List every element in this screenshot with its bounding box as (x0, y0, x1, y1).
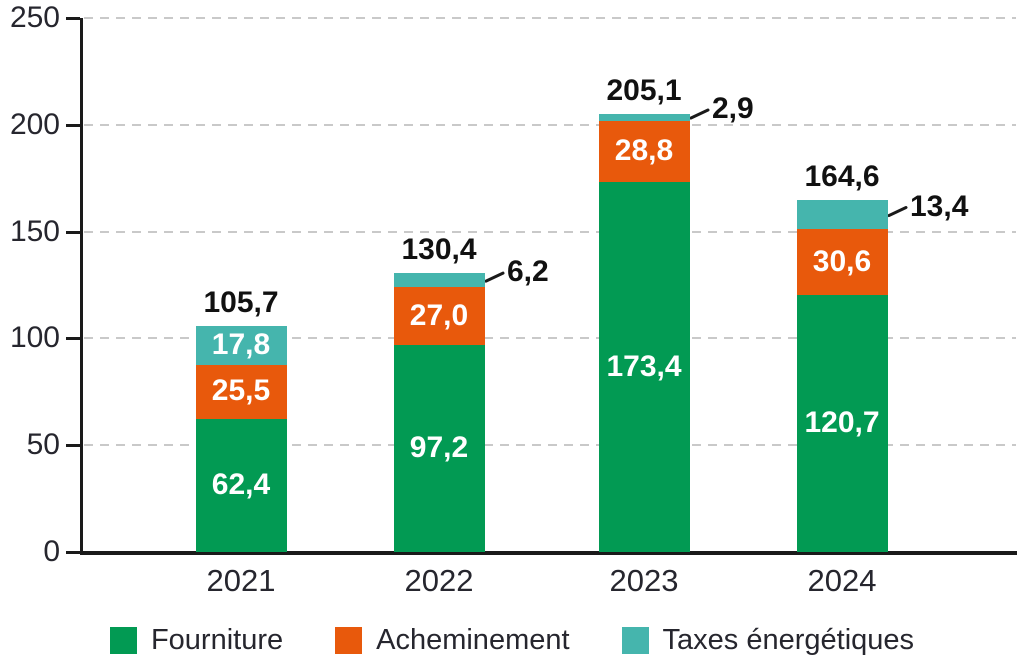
callout-value-label: 6,2 (507, 255, 549, 289)
total-label-2024: 164,6 (804, 160, 880, 194)
segment-taxes-nerg-tiques-2023 (599, 113, 690, 121)
legend-item-acheminement: Acheminement (335, 624, 570, 656)
leader-line (689, 108, 710, 120)
segment-acheminement-2022 (394, 286, 485, 345)
total-label-2021: 105,7 (203, 286, 279, 320)
x-tick-label-2024: 2024 (807, 563, 877, 598)
total-label-2022: 130,4 (401, 233, 477, 267)
segment-fourniture-2021 (196, 418, 287, 553)
gridline-150 (84, 230, 1016, 233)
segment-value-label: 120,7 (804, 406, 880, 440)
segment-value-label: 62,4 (211, 468, 271, 502)
legend-item-taxes-nerg-tiques: Taxes énergétiques (621, 624, 915, 656)
x-tick-label-2023: 2023 (609, 563, 679, 598)
legend-label: Acheminement (376, 624, 570, 656)
segment-acheminement-2021 (196, 364, 287, 420)
segment-value-label: 28,8 (614, 133, 674, 167)
x-tick-label-2022: 2022 (404, 563, 474, 598)
total-label-2023: 205,1 (606, 73, 682, 107)
segment-fourniture-2022 (394, 344, 485, 553)
segment-taxes-nerg-tiques-2024 (797, 200, 888, 230)
segment-fourniture-2024 (797, 294, 888, 553)
gridline-100 (84, 337, 1016, 340)
y-tick-mark-150 (66, 230, 80, 234)
segment-value-label: 25,5 (211, 374, 271, 408)
legend-item-fourniture: Fourniture (109, 624, 284, 656)
segment-taxes-nerg-tiques-2022 (394, 273, 485, 288)
segment-taxes-nerg-tiques-2021 (196, 326, 287, 365)
legend-swatch-icon (335, 627, 363, 654)
callout-value-label: 13,4 (910, 189, 969, 223)
leader-line (484, 271, 505, 283)
y-tick-label-0: 0 (43, 535, 60, 568)
legend: Fourniture Acheminement Taxes énergétiques (0, 626, 1024, 655)
segment-value-label: 30,6 (812, 244, 872, 278)
gridline-250 (84, 17, 1016, 19)
segment-acheminement-2023 (599, 120, 690, 183)
y-tick-mark-50 (66, 444, 80, 448)
legend-label: Taxes énergétiques (662, 624, 915, 656)
y-tick-label-250: 250 (9, 1, 60, 34)
y-tick-mark-250 (66, 17, 80, 20)
y-tick-label-150: 150 (9, 214, 60, 248)
legend-swatch-icon (109, 627, 137, 654)
y-tick-mark-0 (66, 551, 80, 554)
y-axis-line (80, 18, 83, 554)
legend-swatch-icon (621, 627, 649, 654)
x-tick-label-2021: 2021 (206, 563, 276, 598)
legend-label: Fourniture (150, 624, 284, 656)
y-tick-mark-100 (66, 337, 80, 341)
segment-value-label: 27,0 (409, 298, 469, 332)
y-tick-mark-200 (66, 123, 80, 127)
gridline-50 (84, 444, 1016, 447)
segment-value-label: 97,2 (409, 431, 469, 465)
y-tick-label-100: 100 (9, 321, 60, 355)
gridline-200 (84, 123, 1016, 126)
segment-value-label: 17,8 (211, 328, 271, 362)
callout-value-label: 2,9 (712, 92, 754, 125)
segment-acheminement-2024 (797, 228, 888, 295)
y-tick-label-50: 50 (26, 428, 60, 462)
leader-line (887, 206, 908, 218)
x-axis-line (80, 551, 1017, 555)
segment-fourniture-2023 (599, 181, 690, 553)
segment-value-label: 173,4 (606, 349, 682, 383)
y-tick-label-200: 200 (9, 107, 60, 141)
